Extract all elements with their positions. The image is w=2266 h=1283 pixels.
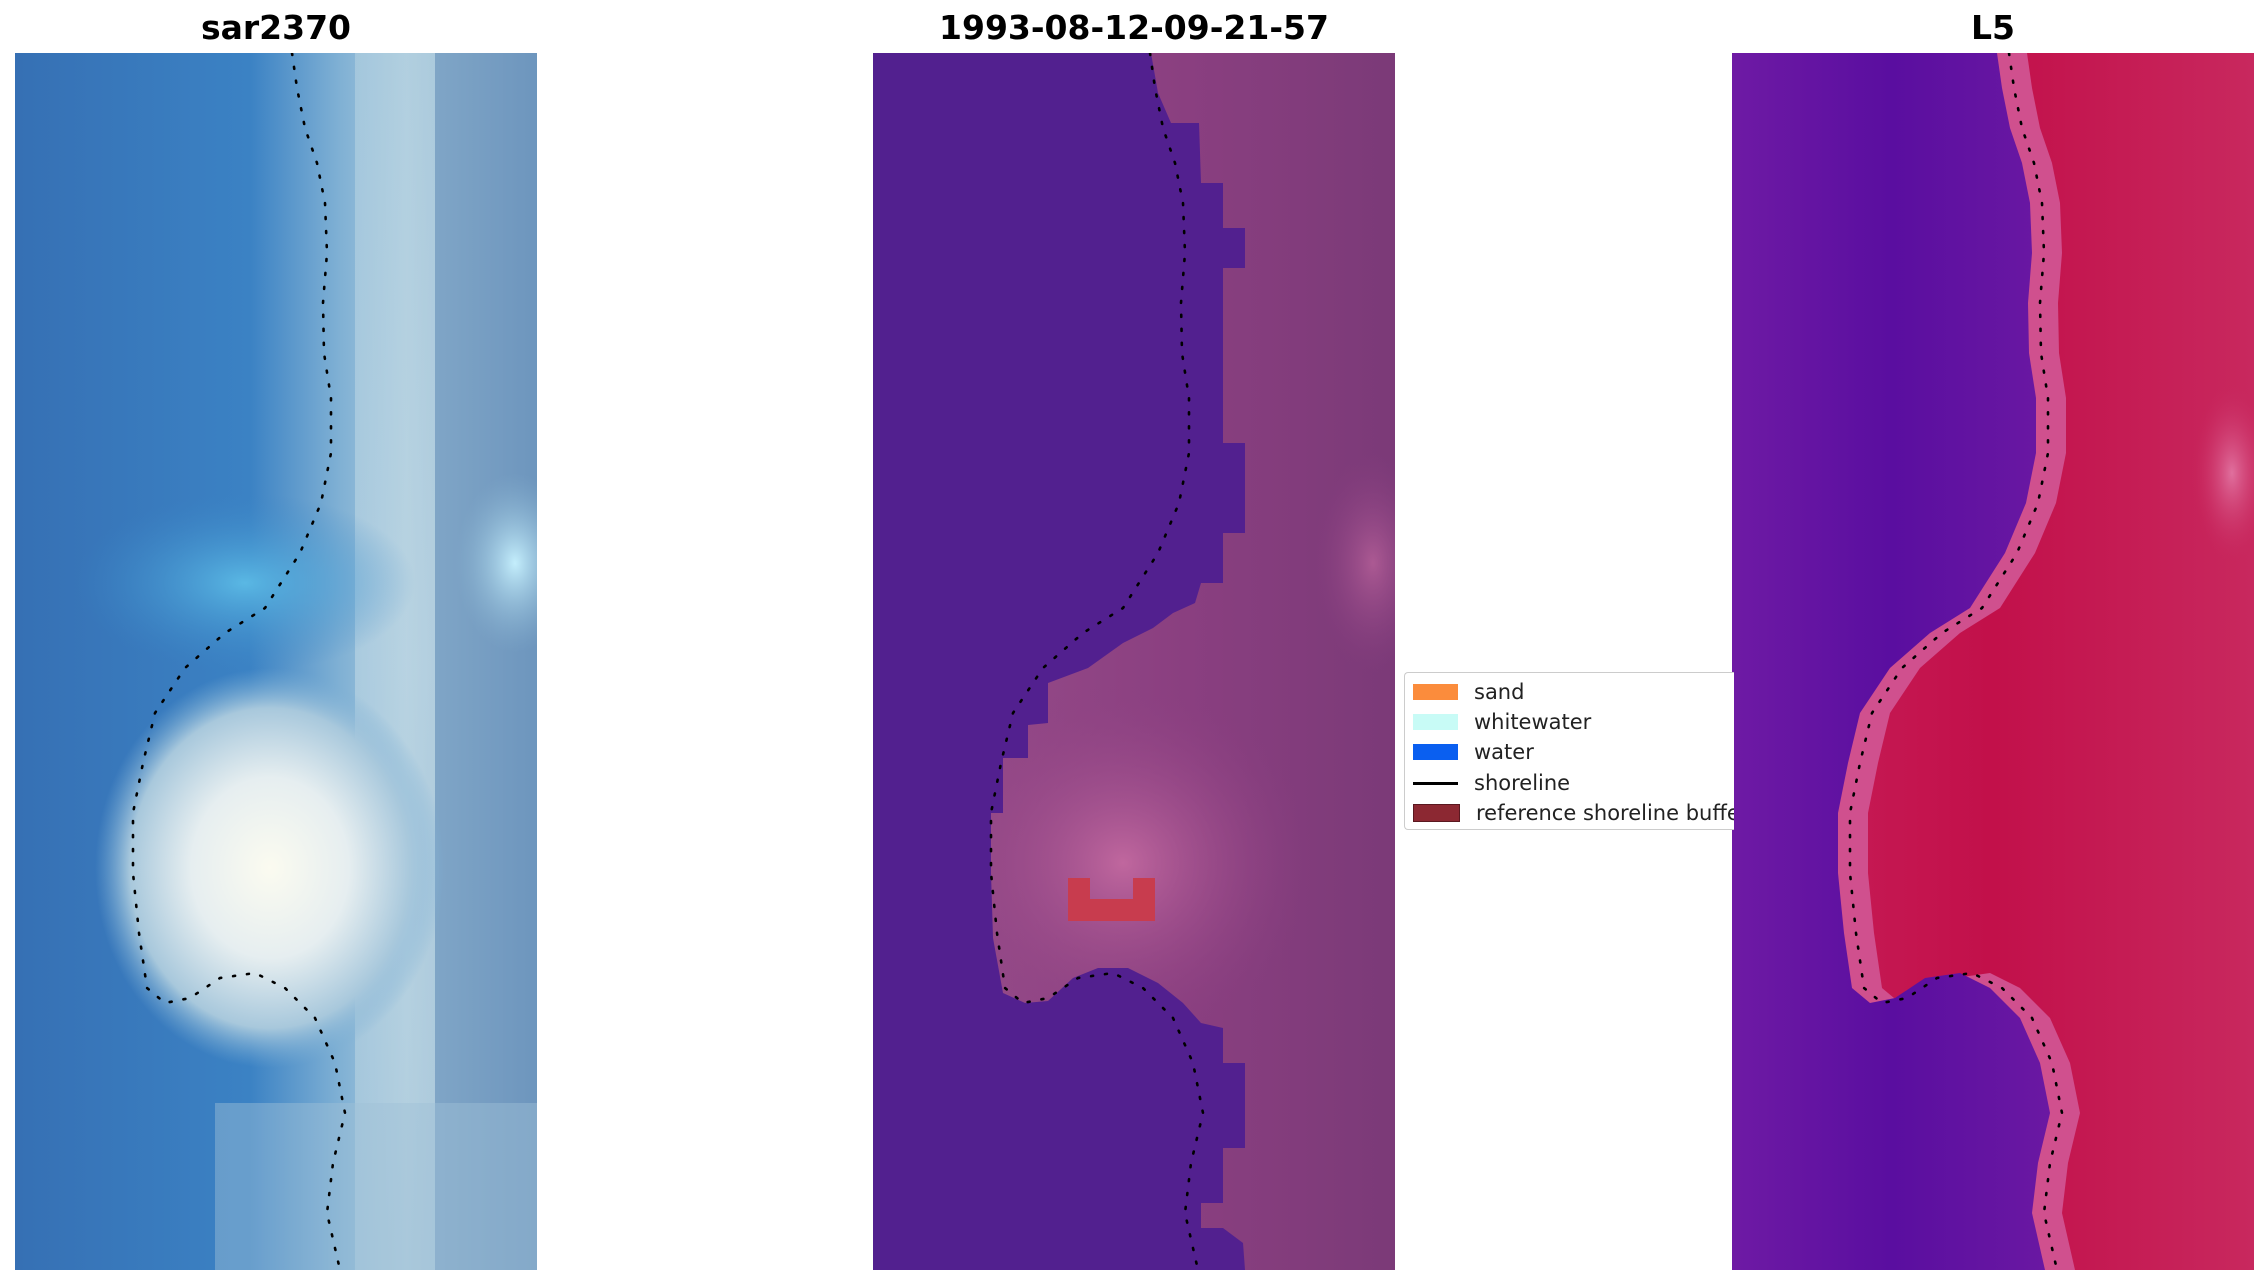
shoreline-line-swatch bbox=[1413, 781, 1458, 785]
panel-title-date: 1993-08-12-09-21-57 bbox=[939, 8, 1329, 47]
reference-shoreline-buffer bbox=[1068, 878, 1155, 921]
legend-label: shoreline bbox=[1474, 771, 1571, 795]
legend-item-reference-buffer: reference shoreline buffer bbox=[1413, 799, 1734, 827]
legend: sand whitewater water shoreline referenc… bbox=[1404, 672, 1734, 830]
reference-buffer-swatch bbox=[1413, 804, 1460, 822]
legend-item-whitewater: whitewater bbox=[1413, 708, 1591, 736]
classified-image bbox=[873, 53, 1395, 1270]
legend-item-sand: sand bbox=[1413, 678, 1524, 706]
legend-label: water bbox=[1474, 740, 1534, 764]
legend-label: sand bbox=[1474, 680, 1525, 704]
legend-item-water: water bbox=[1413, 738, 1534, 766]
panel-title-rgb: sar2370 bbox=[200, 8, 352, 47]
panel-title-satellite: L5 bbox=[1971, 8, 2015, 47]
index-image bbox=[1732, 53, 2254, 1270]
rgb-satellite-image bbox=[15, 53, 537, 1270]
legend-label: whitewater bbox=[1474, 710, 1592, 734]
sand-swatch bbox=[1413, 684, 1458, 700]
water-swatch bbox=[1413, 744, 1458, 760]
legend-label: reference shoreline buffer bbox=[1476, 801, 1734, 825]
legend-item-shoreline: shoreline bbox=[1413, 769, 1570, 797]
whitewater-swatch bbox=[1413, 714, 1458, 730]
